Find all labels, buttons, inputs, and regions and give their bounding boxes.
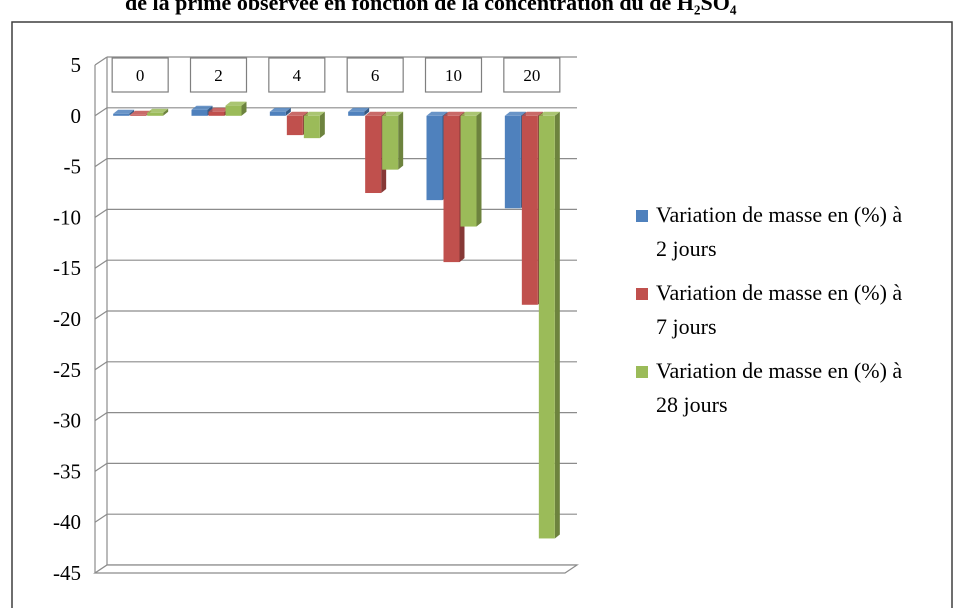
bar-side	[364, 107, 370, 116]
bar-top	[208, 107, 230, 112]
bar	[147, 112, 164, 116]
category-label: 2	[214, 66, 223, 85]
y-tick-label: -5	[64, 155, 82, 179]
bar	[426, 115, 443, 201]
bar	[443, 115, 460, 263]
bar-top	[130, 110, 152, 115]
bar-top	[348, 107, 370, 112]
bar	[348, 111, 365, 116]
chart-floor	[93, 564, 579, 574]
bar	[113, 113, 130, 116]
bar-top	[460, 111, 482, 116]
bar-top	[269, 107, 291, 112]
bar-side	[285, 107, 291, 116]
y-tick-label: -30	[53, 409, 81, 433]
gridline-side	[94, 158, 108, 168]
bar-side	[319, 111, 325, 139]
bar	[504, 115, 521, 209]
bar-top	[521, 111, 543, 116]
bar-side	[398, 111, 404, 170]
legend-swatch	[636, 366, 648, 378]
chart-title: de la prime observée en fonction de la c…	[125, 0, 737, 15]
y-tick-label: -15	[53, 256, 81, 280]
bar	[191, 109, 208, 116]
gridline-side	[94, 513, 108, 523]
y-tick-label: -40	[53, 510, 81, 534]
bar	[286, 115, 303, 136]
plot-area: 5 0 -5 -10 -15 -20 -25 -30 -35 -40 -45 0 2 4 6 10 20	[53, 53, 579, 585]
bar-top	[504, 111, 526, 116]
category-label-box	[189, 57, 248, 93]
bar	[130, 114, 147, 116]
bar-side	[129, 109, 135, 116]
legend-swatch	[636, 210, 648, 222]
bar-side	[241, 101, 247, 116]
category-label-box	[346, 57, 404, 93]
category-label-box	[111, 57, 169, 93]
bar	[382, 115, 399, 170]
gridline-side	[94, 361, 108, 371]
gridline-side	[94, 259, 108, 269]
bar-top	[538, 111, 560, 116]
category-label: 6	[371, 66, 380, 85]
category-label: 10	[445, 66, 462, 85]
category-label-box	[424, 57, 483, 93]
y-tick-label: -20	[53, 307, 81, 331]
bar	[538, 115, 555, 539]
category-label-box	[268, 57, 326, 93]
category-label: 4	[293, 66, 302, 85]
legend-swatch	[636, 288, 648, 300]
bar	[225, 105, 242, 116]
bar-top	[382, 111, 404, 116]
gridline-side	[94, 462, 108, 472]
bar-top	[286, 111, 308, 116]
gridline-side	[94, 56, 108, 66]
bar-top	[147, 108, 169, 113]
bar-side	[476, 111, 482, 227]
bar-top	[303, 111, 325, 116]
y-tick-label: -10	[53, 205, 81, 229]
bar	[303, 115, 320, 139]
y-tick-label: 0	[71, 104, 82, 128]
y-tick-label: -45	[53, 561, 81, 585]
bar-side	[163, 108, 169, 116]
gridline-side	[94, 208, 108, 218]
chart-border	[11, 21, 953, 608]
bar	[460, 115, 477, 227]
legend-label: Variation de masse en (%) à 28 jours	[656, 358, 902, 417]
bar	[365, 115, 382, 194]
y-tick-label: 5	[71, 53, 82, 77]
bar	[269, 111, 286, 116]
bar-side	[554, 111, 560, 539]
bar-top	[225, 101, 247, 106]
gridline-side	[94, 412, 108, 422]
bar-top	[443, 111, 465, 116]
bar-top	[191, 105, 213, 110]
y-tick-label: -35	[53, 459, 81, 483]
bar-top	[426, 111, 448, 116]
category-label-box	[503, 57, 561, 93]
bar-top	[113, 109, 135, 114]
gridline-side	[94, 107, 108, 117]
bar	[208, 111, 225, 116]
gridline-side	[94, 310, 108, 320]
bar	[521, 115, 538, 305]
y-tick-label: -25	[53, 358, 81, 382]
category-label: 20	[523, 66, 540, 85]
bar-top	[365, 111, 387, 116]
category-label: 0	[136, 66, 145, 85]
